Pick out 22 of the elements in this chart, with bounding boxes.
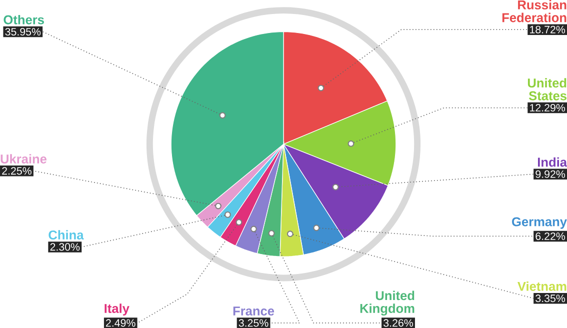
data-label: 3.35%	[536, 294, 566, 302]
slice-label: Others	[4, 14, 44, 24]
slice-label: India	[538, 157, 567, 167]
slice-label: France	[233, 306, 274, 316]
data-label: 2.25%	[2, 166, 32, 175]
data-label: 6.22%	[536, 232, 566, 240]
data-label: 3.26%	[384, 319, 414, 327]
data-label: 2.49%	[106, 319, 136, 327]
data-label: 2.30%	[50, 243, 80, 251]
slice-label: Italy	[104, 303, 130, 316]
slice-label: China	[48, 230, 84, 240]
slice-label: United Kingdom	[360, 290, 414, 316]
data-label: 12.29%	[530, 104, 566, 112]
data-label: 3.25%	[238, 319, 268, 327]
data-label: 35.95%	[5, 28, 41, 36]
slice-label: Ukraine	[0, 154, 47, 164]
slice-label: Russian Federation	[502, 0, 566, 22]
data-label: 9.92%	[536, 170, 566, 178]
slice-label: United States	[528, 78, 566, 100]
slice-label: Germany	[512, 217, 567, 229]
slice-label: Vietnam	[518, 281, 566, 291]
data-label: 18.72%	[530, 26, 566, 34]
